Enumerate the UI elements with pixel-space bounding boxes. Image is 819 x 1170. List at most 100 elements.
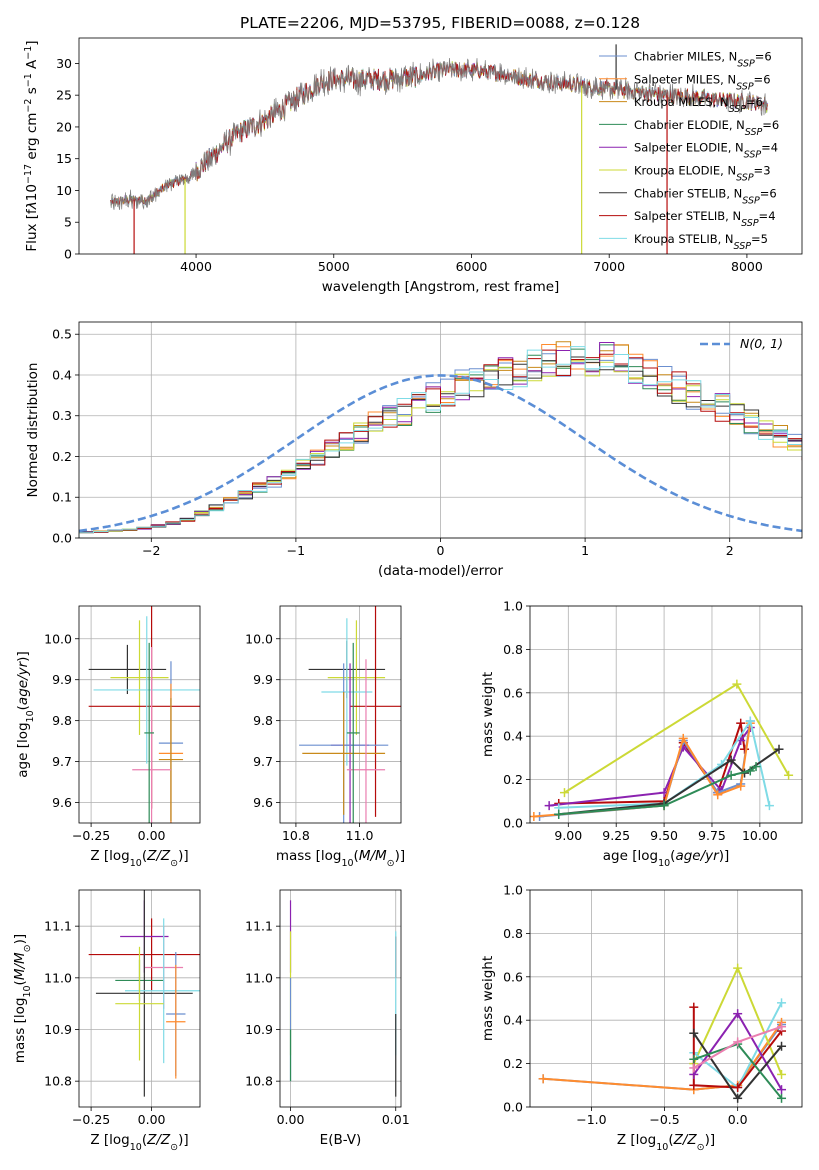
mass_weight_vs_Z-ticks: −1.0 −0.5 0.0 0.0 0.2 0.4 0.6 0.8 1.0 xyxy=(503,883,748,1128)
mass_weight_vs_age-ylabel: mass weight xyxy=(480,672,496,757)
y-tick-label: 10.9 xyxy=(44,1022,72,1037)
histogram-step-line xyxy=(79,356,802,538)
histogram-legend: N(0, 1) xyxy=(700,336,783,351)
y-tick-label: 9.8 xyxy=(253,713,273,728)
x-tick-label: 9.00 xyxy=(554,828,582,843)
mass_vs_EBV-grid xyxy=(280,890,401,1107)
mass_weight_vs_age-panel: 9.00 9.25 9.50 9.75 10.00 0.0 0.2 0.4 0.6 0.8 1.0 a… xyxy=(480,599,803,869)
y-tick-label: 10 xyxy=(56,183,72,198)
figure-title: PLATE=2206, MJD=53795, FIBERID=0088, z=0… xyxy=(240,14,640,32)
x-tick-label: 9.75 xyxy=(698,828,726,843)
x-tick-label: 4000 xyxy=(180,259,212,274)
age_vs_mass-ticks: 10.8 11.0 9.6 9.7 9.8 9.9 10.0 xyxy=(245,631,373,843)
legend-entry: Kroupa MILES, NSSP=6 xyxy=(634,95,763,115)
histogram-step-line xyxy=(79,346,802,538)
x-tick-label: 10.8 xyxy=(282,828,310,843)
spectrum-ticks: 4000 5000 6000 7000 8000 0 5 10 15 20 25 30 xyxy=(56,56,763,274)
axes-frame xyxy=(279,889,402,1108)
legend-entry: N(0, 1) xyxy=(740,336,783,351)
x-tick-label: 0.00 xyxy=(138,1112,166,1127)
y-tick-label: 10.8 xyxy=(44,1074,72,1089)
x-tick-label: −0.5 xyxy=(649,1112,679,1127)
y-tick-label: 0.0 xyxy=(503,816,523,831)
y-tick-label: 9.9 xyxy=(253,672,273,687)
age_vs_Z-panel: −0.25 0.00 9.6 9.7 9.8 9.9 10.0 Z [log10(Z/Z⊙)]… xyxy=(15,605,201,869)
mass_vs_EBV-plot-area xyxy=(289,900,397,1097)
mass-weight-line xyxy=(543,1021,783,1091)
spectrum-plot-area xyxy=(110,44,768,254)
y-tick-label: 10.9 xyxy=(245,1022,273,1037)
residual_histogram-plot-area xyxy=(79,341,802,538)
y-tick-label: 11.0 xyxy=(245,970,273,985)
y-tick-label: 0.6 xyxy=(503,969,523,984)
y-tick-label: 9.7 xyxy=(253,754,273,769)
spectrum-data-line xyxy=(110,57,768,210)
y-tick-label: 15 xyxy=(56,151,72,166)
x-tick-label: −1 xyxy=(287,543,305,558)
y-tick-label: 0.2 xyxy=(503,772,523,787)
x-tick-label: 8000 xyxy=(731,259,763,274)
y-tick-label: 10.0 xyxy=(44,631,72,646)
y-tick-label: 0.0 xyxy=(503,1100,523,1115)
age_vs_mass-plot-area xyxy=(299,606,401,823)
x-tick-label: −0.25 xyxy=(72,828,110,843)
mass_weight_vs_age-xlabel: age [log10(age/yr)] xyxy=(603,848,729,869)
mass_weight_vs_age-plot-area xyxy=(530,679,794,821)
y-tick-label: 9.7 xyxy=(52,754,72,769)
x-tick-label: 11.0 xyxy=(346,828,374,843)
x-tick-label: 10.00 xyxy=(742,828,778,843)
axes-frame xyxy=(279,605,402,824)
mass_weight_vs_Z-plot-area xyxy=(538,963,787,1103)
mass_vs_EBV-ticks: 0.00 0.01 10.8 10.9 11.0 11.1 xyxy=(245,919,410,1127)
y-tick-label: 9.8 xyxy=(52,713,72,728)
x-tick-label: 0.00 xyxy=(277,1112,305,1127)
legend-entry: Chabrier ELODIE, NSSP=6 xyxy=(634,118,779,138)
y-tick-label: 25 xyxy=(56,88,72,103)
mass_vs_Z-panel: −0.25 0.00 10.8 10.9 11.0 11.1 Z [log10(Z/Z⊙)]… xyxy=(12,889,201,1153)
legend-entry: Salpeter MILES, NSSP=6 xyxy=(634,72,771,92)
y-tick-label: 0.5 xyxy=(52,327,72,342)
x-tick-label: 5000 xyxy=(318,259,350,274)
y-tick-label: 0.3 xyxy=(52,408,72,423)
y-tick-label: 30 xyxy=(56,56,72,71)
y-tick-label: 10.8 xyxy=(245,1074,273,1089)
y-tick-label: 5 xyxy=(64,215,72,230)
age_vs_Z-plot-area xyxy=(88,606,200,823)
y-tick-label: 0.8 xyxy=(503,926,523,941)
legend-entry: Kroupa STELIB, NSSP=5 xyxy=(634,232,768,252)
x-tick-label: 2 xyxy=(726,543,734,558)
x-tick-label: 9.50 xyxy=(650,828,678,843)
residual_histogram-ticks: −2 −1 0 1 2 0.0 0.1 0.2 0.3 0.4 0.5 xyxy=(52,327,734,558)
y-tick-label: 20 xyxy=(56,119,72,134)
residual_histogram-panel: −2 −1 0 1 2 0.0 0.1 0.2 0.3 0.4 0.5 (data-model)/er… xyxy=(25,321,803,579)
legend-entry: Salpeter ELODIE, NSSP=4 xyxy=(634,141,778,161)
y-tick-label: 11.0 xyxy=(44,970,72,985)
histogram-step-line xyxy=(79,360,802,538)
axes-frame xyxy=(529,889,803,1108)
y-tick-label: 10.0 xyxy=(245,631,273,646)
y-tick-label: 9.6 xyxy=(253,795,273,810)
x-tick-label: 0 xyxy=(437,543,445,558)
y-tick-label: 0.4 xyxy=(503,729,523,744)
y-tick-label: 9.6 xyxy=(52,795,72,810)
x-tick-label: −0.25 xyxy=(72,1112,110,1127)
residual_histogram-ylabel: Normed distribution xyxy=(25,363,41,498)
x-tick-label: 9.25 xyxy=(602,828,630,843)
y-tick-label: 0.2 xyxy=(503,1056,523,1071)
y-tick-label: 11.1 xyxy=(44,919,72,934)
axes-frame xyxy=(78,321,803,539)
age_vs_mass-xlabel: mass [log10(M/M⊙)] xyxy=(276,848,405,869)
y-tick-label: 0.4 xyxy=(503,1013,523,1028)
mass-weight-line xyxy=(543,1023,783,1091)
spectrum-panel: 4000 5000 6000 7000 8000 0 5 10 15 20 25 30 waveleng… xyxy=(23,37,803,295)
legend-entry: Kroupa ELODIE, NSSP=3 xyxy=(634,164,771,184)
x-tick-label: 0.01 xyxy=(382,1112,410,1127)
mass-weight-line xyxy=(692,1007,783,1089)
normal-distribution-curve xyxy=(79,374,802,533)
x-tick-label: 1 xyxy=(581,543,589,558)
y-tick-label: 0.4 xyxy=(52,367,72,382)
legend-entry: Salpeter STELIB, NSSP=4 xyxy=(634,209,776,229)
age_vs_Z-ylabel: age [log10(age/yr)] xyxy=(15,651,36,777)
axes-frame xyxy=(78,37,803,255)
